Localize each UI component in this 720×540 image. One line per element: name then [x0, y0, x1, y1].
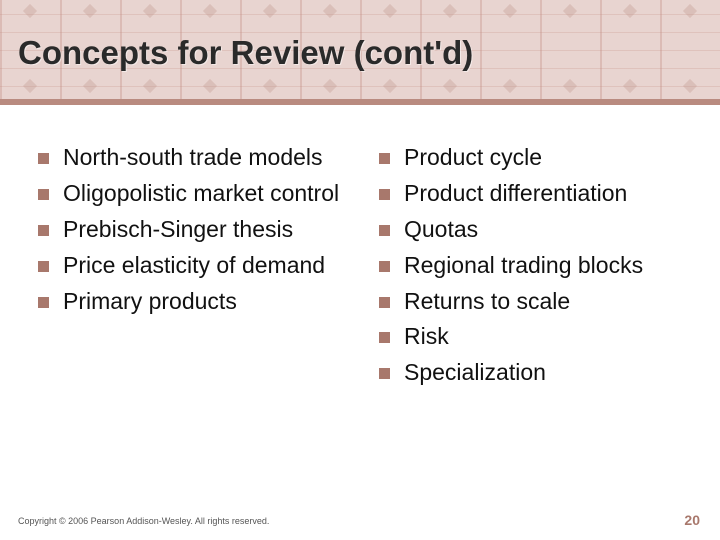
- list-item-text: Price elasticity of demand: [63, 251, 325, 281]
- square-bullet-icon: [379, 297, 390, 308]
- copyright-footer: Copyright © 2006 Pearson Addison-Wesley.…: [18, 516, 269, 526]
- list-item: Product differentiation: [379, 179, 690, 209]
- page-number: 20: [684, 512, 700, 528]
- square-bullet-icon: [38, 261, 49, 272]
- square-bullet-icon: [379, 189, 390, 200]
- list-item: Oligopolistic market control: [38, 179, 349, 209]
- square-bullet-icon: [379, 368, 390, 379]
- list-item-text: Oligopolistic market control: [63, 179, 339, 209]
- list-item: Specialization: [379, 358, 690, 388]
- square-bullet-icon: [379, 332, 390, 343]
- square-bullet-icon: [379, 261, 390, 272]
- header-decor-top: [0, 4, 720, 18]
- column-right: Product cycle Product differentiation Qu…: [379, 143, 690, 394]
- square-bullet-icon: [38, 189, 49, 200]
- list-item: Price elasticity of demand: [38, 251, 349, 281]
- page-title: Concepts for Review (cont'd): [18, 34, 473, 72]
- column-left: North-south trade models Oligopolistic m…: [38, 143, 349, 394]
- list-item: North-south trade models: [38, 143, 349, 173]
- list-item-text: Regional trading blocks: [404, 251, 643, 281]
- list-item-text: Product differentiation: [404, 179, 627, 209]
- list-item: Quotas: [379, 215, 690, 245]
- list-item-text: Prebisch-Singer thesis: [63, 215, 293, 245]
- list-item-text: Returns to scale: [404, 287, 570, 317]
- list-item-text: Quotas: [404, 215, 478, 245]
- header-decor-bottom: [0, 79, 720, 93]
- header-band: Concepts for Review (cont'd): [0, 0, 720, 105]
- content-area: North-south trade models Oligopolistic m…: [0, 105, 720, 394]
- list-item: Product cycle: [379, 143, 690, 173]
- square-bullet-icon: [38, 225, 49, 236]
- square-bullet-icon: [38, 297, 49, 308]
- list-item: Regional trading blocks: [379, 251, 690, 281]
- list-item-text: Risk: [404, 322, 449, 352]
- square-bullet-icon: [379, 225, 390, 236]
- list-item-text: Primary products: [63, 287, 237, 317]
- list-item: Prebisch-Singer thesis: [38, 215, 349, 245]
- square-bullet-icon: [379, 153, 390, 164]
- list-item-text: North-south trade models: [63, 143, 323, 173]
- list-item: Returns to scale: [379, 287, 690, 317]
- list-item-text: Specialization: [404, 358, 546, 388]
- list-item-text: Product cycle: [404, 143, 542, 173]
- list-item: Primary products: [38, 287, 349, 317]
- square-bullet-icon: [38, 153, 49, 164]
- list-item: Risk: [379, 322, 690, 352]
